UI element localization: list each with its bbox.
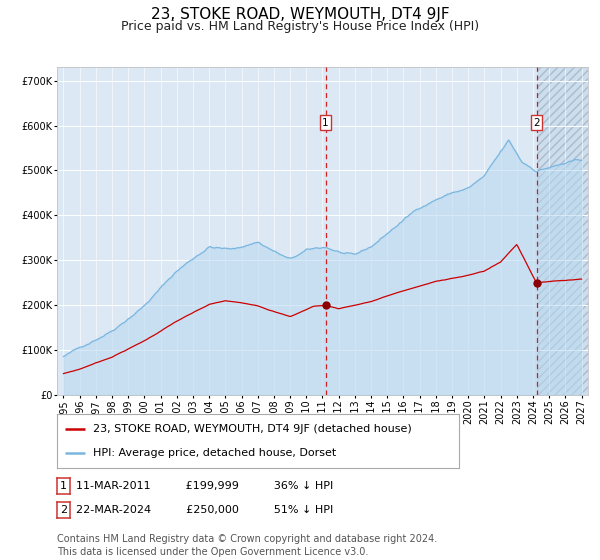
Text: 1: 1 xyxy=(322,118,329,128)
Text: 23, STOKE ROAD, WEYMOUTH, DT4 9JF: 23, STOKE ROAD, WEYMOUTH, DT4 9JF xyxy=(151,7,449,22)
Text: 22-MAR-2024          £250,000          51% ↓ HPI: 22-MAR-2024 £250,000 51% ↓ HPI xyxy=(76,505,334,515)
Text: 2: 2 xyxy=(533,118,540,128)
Text: HPI: Average price, detached house, Dorset: HPI: Average price, detached house, Dors… xyxy=(93,448,337,458)
Text: Contains HM Land Registry data © Crown copyright and database right 2024.
This d: Contains HM Land Registry data © Crown c… xyxy=(57,534,437,557)
Text: 2: 2 xyxy=(60,505,67,515)
Text: 11-MAR-2011          £199,999          36% ↓ HPI: 11-MAR-2011 £199,999 36% ↓ HPI xyxy=(76,481,334,491)
Text: Price paid vs. HM Land Registry's House Price Index (HPI): Price paid vs. HM Land Registry's House … xyxy=(121,20,479,32)
Text: 1: 1 xyxy=(60,481,67,491)
Bar xyxy=(536,67,588,395)
Text: 23, STOKE ROAD, WEYMOUTH, DT4 9JF (detached house): 23, STOKE ROAD, WEYMOUTH, DT4 9JF (detac… xyxy=(93,424,412,434)
